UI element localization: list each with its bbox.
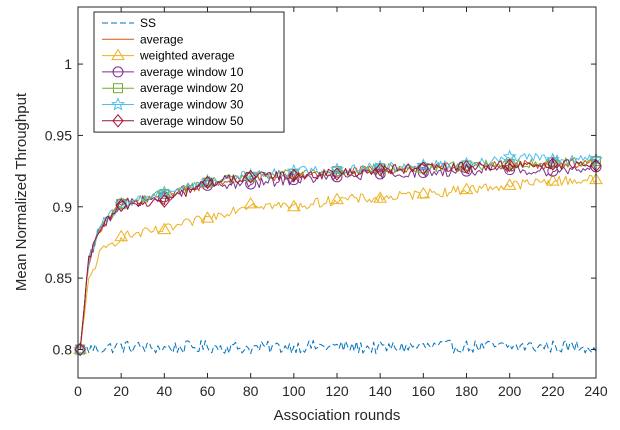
legend-marker-5 [111,97,125,111]
legend-marker-2 [111,48,125,61]
x-tick-label-3: 60 [200,383,216,399]
series-6-marker-8 [331,167,343,181]
y-tick-label-0: 0.8 [53,341,73,357]
series-2-marker-11 [459,182,474,195]
x-tick-label-8: 160 [412,383,436,399]
legend: SS average weighted average average window … [93,11,285,133]
y-axis: 0.8 0.85 0.9 0.95 1 [45,56,596,357]
x-tick-label-7: 140 [368,383,392,399]
y-tick-label-4: 1 [64,56,72,72]
series-6 [74,157,602,357]
x-tick-label-6: 120 [325,383,349,399]
series-6-marker-5 [201,175,214,190]
series-2-marker-7 [286,199,301,212]
series-6-marker-10 [417,161,429,176]
x-tick-label-2: 40 [157,383,173,399]
series-2-marker-8 [330,192,344,205]
series-5-marker-3 [114,196,129,210]
legend-label-4: average window 20 [140,81,244,95]
y-tick-label-2: 0.9 [53,199,73,215]
series-2-marker-12 [502,178,517,190]
series-5-marker-13 [545,152,560,166]
legend-label-6: average window 50 [140,114,244,128]
series-3-marker-7 [288,174,300,186]
legend-label-0: SS [140,16,156,30]
legend-label-2: weighted average [139,49,235,63]
x-tick-label-4: 80 [243,383,259,399]
series-6-marker-9 [374,162,386,177]
x-axis-title: Association rounds [274,407,401,424]
legend-label-1: average [140,32,184,46]
series-6-marker-12 [504,158,516,173]
y-axis-title: Mean Normalized Throughput [13,92,30,291]
series-2-marker-9 [373,191,388,203]
series-6-marker-13 [547,157,559,171]
series-layer [73,149,603,357]
x-tick-label-1: 20 [113,383,129,399]
series-5-marker-0 [73,342,88,356]
x-axis: 0 20 40 60 80 100 120 140 160 180 200 220 240 [74,7,608,399]
series-6-marker-4 [158,194,170,208]
series-3-marker-6 [245,178,257,190]
series-4-marker-4 [159,188,170,199]
series-5-marker-8 [330,162,344,176]
series-2-marker-4 [157,222,172,235]
x-tick-label-5: 100 [282,383,306,399]
series-3-marker-13 [547,165,559,177]
series-5-marker-7 [286,163,301,178]
series-2-marker-6 [243,196,258,209]
series-2-marker-10 [416,186,431,199]
y-tick-label-3: 0.95 [45,127,72,143]
series-6-marker-6 [245,170,257,184]
series-6-marker-0 [74,342,86,357]
x-tick-label-0: 0 [74,383,82,399]
legend-marker-6 [112,114,124,128]
series-5-marker-11 [459,156,474,170]
x-tick-label-9: 180 [455,383,479,399]
series-2-marker-3 [114,229,129,242]
series-6-marker-11 [460,160,473,174]
series-5-marker-10 [416,158,431,172]
legend-label-5: average window 30 [140,98,244,112]
legend-marker-4 [113,83,123,94]
series-line-2 [79,175,597,350]
legend-marker-3 [112,66,124,78]
x-tick-label-11: 220 [541,383,565,399]
series-2-marker-13 [545,174,560,186]
x-tick-label-12: 240 [584,383,608,399]
series-2-marker-5 [200,211,215,223]
x-tick-label-10: 200 [498,383,522,399]
y-tick-label-1: 0.85 [45,270,72,286]
series-6-marker-7 [288,168,300,183]
series-6-marker-3 [115,198,127,213]
legend-label-3: average window 10 [140,65,244,79]
